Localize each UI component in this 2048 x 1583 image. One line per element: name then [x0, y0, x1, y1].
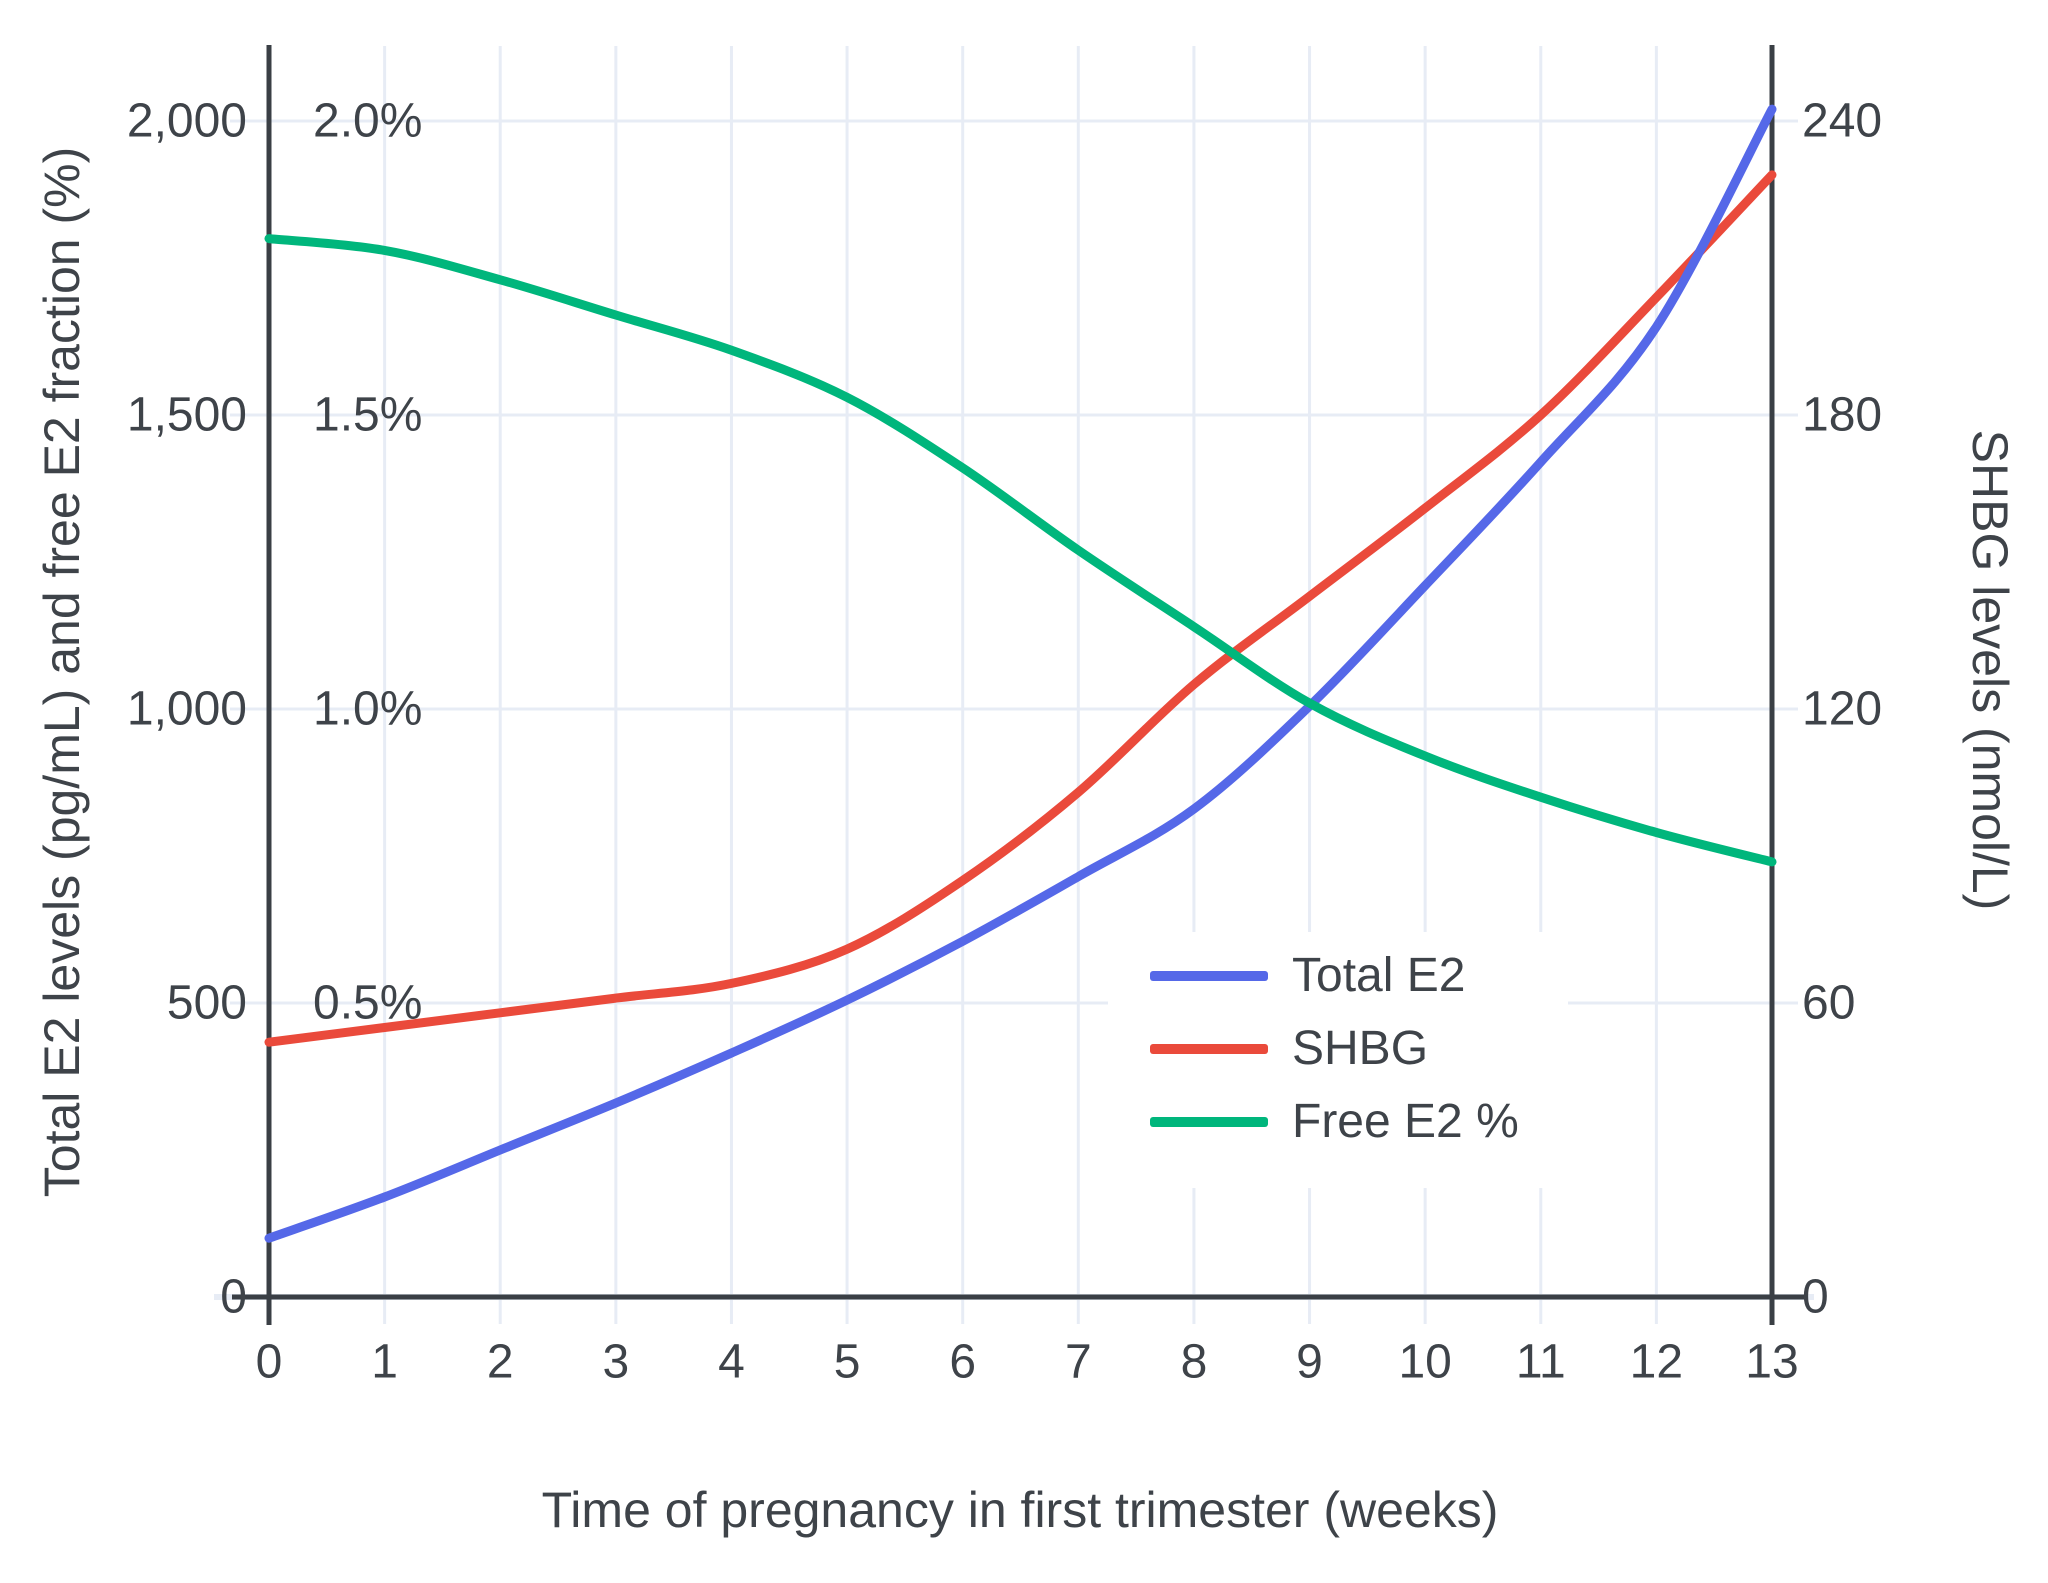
- legend: Total E2 SHBG Free E2 %: [1108, 932, 1568, 1188]
- legend-entry-shbg: SHBG: [1108, 1012, 1568, 1085]
- x-axis-tick-2: 2: [486, 1335, 514, 1389]
- x-axis-tick-10: 10: [1398, 1335, 1452, 1389]
- series-line-free-e2-: [264, 234, 1777, 867]
- x-axis-tick-1: 1: [371, 1335, 398, 1389]
- legend-entry-free-e2: Free E2 %: [1108, 1085, 1568, 1158]
- percent-tick-0.5%: 0.5%: [313, 976, 423, 1030]
- legend-swatch-total-e2: [1150, 970, 1268, 981]
- left-axis-tick-2,000: 2,000: [126, 94, 247, 148]
- right-axis-title: SHBG levels (nmol/L): [1962, 429, 2018, 911]
- legend-label-shbg: SHBG: [1292, 1022, 1429, 1075]
- legend-swatch-shbg: [1150, 1043, 1268, 1054]
- legend-label-total-e2: Total E2: [1292, 949, 1466, 1002]
- x-axis-tick-7: 7: [1064, 1335, 1092, 1389]
- legend-entry-total-e2: Total E2: [1108, 939, 1568, 1012]
- left-axis-tick-1,000: 1,000: [126, 682, 247, 736]
- right-axis-tick-240: 240: [1802, 94, 1883, 148]
- right-axis-tick-0: 0: [1802, 1270, 1829, 1324]
- x-axis-tick-9: 9: [1296, 1335, 1323, 1389]
- x-axis-tick-3: 3: [602, 1335, 630, 1389]
- x-axis-tick-11: 11: [1515, 1335, 1566, 1389]
- x-axis-tick-4: 4: [718, 1335, 745, 1389]
- percent-tick-1.5%: 1.5%: [313, 388, 423, 442]
- legend-label-free-e2: Free E2 %: [1292, 1095, 1519, 1148]
- x-axis-tick-0: 0: [255, 1335, 283, 1389]
- x-axis-tick-6: 6: [949, 1335, 977, 1389]
- left-axis-tick-1,500: 1,500: [126, 388, 247, 442]
- percent-tick-1.0%: 1.0%: [313, 682, 423, 736]
- x-axis-tick-5: 5: [833, 1335, 861, 1389]
- legend-swatch-free-e2: [1150, 1116, 1268, 1127]
- left-axis-tick-500: 500: [166, 976, 247, 1030]
- percent-tick-2.0%: 2.0%: [313, 94, 423, 148]
- x-axis-title: Time of pregnancy in first trimester (we…: [541, 1482, 1499, 1538]
- left-axis-tick-0: 0: [220, 1270, 247, 1324]
- series-line-shbg: [264, 170, 1777, 1047]
- x-axis-tick-13: 13: [1745, 1335, 1799, 1389]
- right-axis-tick-180: 180: [1802, 388, 1883, 442]
- right-axis-tick-60: 60: [1802, 976, 1856, 1030]
- series-line-total-e2: [264, 104, 1777, 1243]
- x-axis-tick-8: 8: [1180, 1335, 1208, 1389]
- right-axis-tick-120: 120: [1802, 682, 1883, 736]
- x-axis-tick-12: 12: [1629, 1335, 1684, 1389]
- left-axis-title: Total E2 levels (pg/mL) and free E2 frac…: [34, 146, 90, 1198]
